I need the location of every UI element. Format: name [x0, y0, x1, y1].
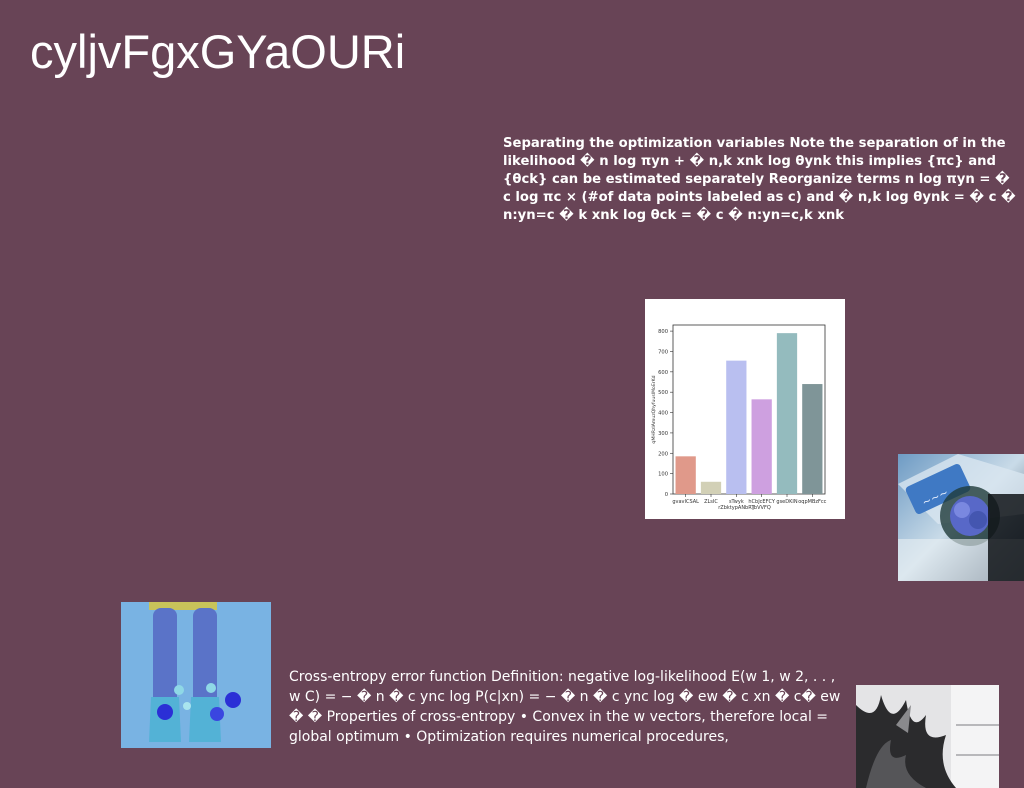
x-tick-label: gseDKIN — [776, 499, 797, 505]
bar — [802, 384, 823, 494]
y-axis-label: qMHRzIAmuzQhyfuusIMoErKd — [651, 375, 657, 443]
page-title: cyljvFgxGYaOURi — [30, 25, 406, 78]
y-tick-label: 100 — [658, 472, 668, 478]
x-tick-label: hCbJcEFCY — [748, 499, 775, 505]
bar-chart-card: 0 100 200 300 400 500 600 700 800 qMHRzIAmuzQhyfu… — [645, 299, 845, 519]
x-tick-label: ZLsIC — [704, 499, 718, 505]
y-tick-label: 600 — [658, 370, 668, 376]
bar — [776, 333, 798, 494]
y-tick-label: 700 — [658, 349, 668, 355]
text-block-optimization: Separating the optimization variables No… — [503, 136, 1016, 223]
x-tick-label: sTwyk — [729, 499, 744, 505]
blue-flowers-tray-photo: ~~~ — [898, 454, 1024, 581]
text-block-cross-entropy: Cross-entropy error function Definition:… — [289, 669, 841, 745]
y-tick-label: 500 — [658, 390, 668, 396]
x-tick-label: oqpMBzFcc — [798, 499, 826, 505]
grayscale-plant-photo — [856, 685, 999, 788]
bar-chart: 0 100 200 300 400 500 600 700 800 qMHRzIAmuzQhyfu… — [651, 324, 827, 511]
y-tick-label: 0 — [665, 492, 668, 498]
y-tick-label: 200 — [658, 451, 668, 457]
y-tick-label: 400 — [658, 411, 668, 417]
bar — [675, 456, 696, 494]
y-tick-label: 300 — [658, 431, 668, 437]
y-tick-label: 800 — [658, 329, 668, 335]
x-tick-label: rZbktypANbRT — [718, 505, 755, 511]
x-tick-label: jbVVFQ — [752, 505, 771, 511]
bar — [726, 360, 747, 494]
plot-frame — [672, 324, 826, 495]
legs-blue-flowers-photo — [121, 602, 271, 748]
bar — [700, 481, 722, 494]
bar — [751, 399, 772, 494]
x-tick-label: gvavICSAL — [672, 499, 699, 505]
